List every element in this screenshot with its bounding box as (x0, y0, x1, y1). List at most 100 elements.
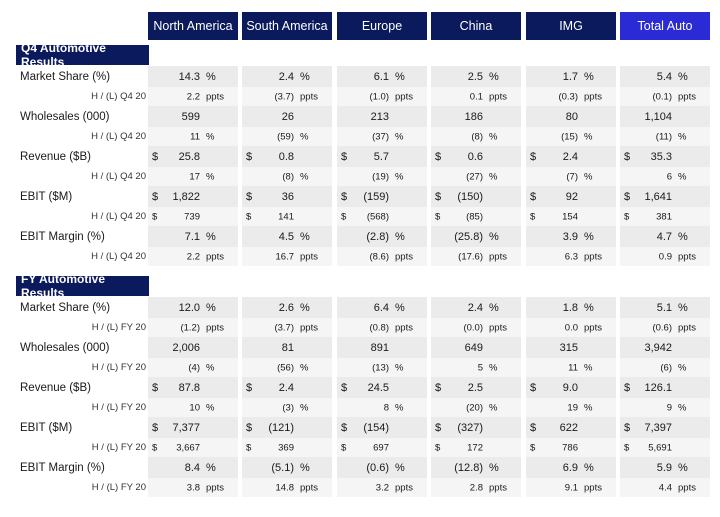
metric-label: Market Share (%) (20, 70, 111, 83)
table-cell: 3.2 ppts (337, 478, 427, 497)
table-cell: 2.2 ppts (148, 247, 238, 266)
cell-unit: % (584, 171, 593, 182)
table-cell: $7,377 (148, 417, 238, 438)
cell-unit: % (678, 402, 687, 413)
table-cell: 7.1% (148, 226, 238, 247)
cell-value: (13) (372, 362, 389, 373)
cell-value: 126.1 (644, 381, 672, 394)
cell-value: (11) (655, 131, 672, 142)
cell-unit: % (395, 131, 404, 142)
table-cell: $24.5 (337, 377, 427, 398)
table-cell: $369 (242, 438, 332, 457)
table-cell: 3.9% (526, 226, 616, 247)
cell-value: 0.0 (564, 322, 578, 333)
metric-row: Revenue ($B) $87.8 $2.4 $24.5 $2.5 $9.0 $126.1 (16, 377, 710, 398)
table-cell: $172 (431, 438, 521, 457)
cell-value: (27) (466, 171, 483, 182)
currency-symbol: $ (624, 381, 631, 394)
metric-row: Market Share (%) 12.0% 2.6% 6.4% 2.4% 1.8% 5.1… (16, 297, 710, 318)
table-cell: (8.6) ppts (337, 247, 427, 266)
cell-unit: % (489, 171, 498, 182)
section-title: Q4 Automotive Results (16, 41, 149, 69)
metric-row: EBIT Margin (%) 7.1% 4.5% (2.8)% (25.8)% 3.9%… (16, 226, 710, 247)
currency-symbol: $ (341, 190, 348, 203)
table-cell: $36 (242, 186, 332, 207)
currency-symbol: $ (152, 211, 158, 222)
variance-label: H / (L) Q4 20 (91, 251, 146, 262)
cell-value: (1.2) (180, 322, 200, 333)
currency-symbol: $ (435, 211, 441, 222)
metric-label: Market Share (%) (20, 301, 111, 314)
table-cell: (4)% (148, 358, 238, 377)
currency-symbol: $ (152, 421, 159, 434)
table-cell: (17.6) ppts (431, 247, 521, 266)
cell-value: (0.8) (369, 322, 389, 333)
cell-value: (121) (268, 421, 294, 434)
cell-value: (20) (466, 402, 483, 413)
cell-value: (8) (471, 131, 483, 142)
cell-value: 2.6 (278, 301, 294, 314)
column-header-img: IMG (526, 12, 616, 40)
cell-value: 12.0 (178, 301, 200, 314)
cell-unit: % (584, 461, 594, 474)
currency-symbol: $ (435, 442, 441, 453)
table-cell: 891 (337, 337, 427, 358)
table-cell: 0.9 ppts (620, 247, 710, 266)
table-cell: 213 (337, 106, 427, 127)
variance-row: H / (L) FY 20 $3,667 $369 $697 $172 $786 $5,69… (16, 438, 710, 457)
variance-row: H / (L) Q4 20 2.2 ppts (3.7) ppts (1.0) ppts 0.… (16, 87, 710, 106)
cell-unit: % (489, 230, 499, 243)
table-cell: 4.7% (620, 226, 710, 247)
cell-value: (8.6) (369, 251, 389, 262)
cell-unit: ppts (300, 251, 318, 262)
table-cell: (2.8)% (337, 226, 427, 247)
table-cell: 1.7% (526, 66, 616, 87)
cell-value: 87.8 (178, 381, 200, 394)
currency-symbol: $ (530, 381, 537, 394)
table-cell: (5.1)% (242, 457, 332, 478)
column-header-europe: Europe (337, 12, 427, 40)
currency-symbol: $ (341, 381, 348, 394)
table-cell: $ (154) (337, 417, 427, 438)
metric-label: EBIT Margin (%) (20, 230, 105, 243)
cell-value: 6.3 (564, 251, 578, 262)
table-cell: $786 (526, 438, 616, 457)
table-cell: (56)% (242, 358, 332, 377)
currency-symbol: $ (246, 381, 253, 394)
table-cell: 12.0% (148, 297, 238, 318)
cell-unit: % (489, 402, 498, 413)
cell-value: (15) (561, 131, 578, 142)
variance-row: H / (L) FY 20 (4)% (56)% (13)% 5% 11% (6)% (16, 358, 710, 377)
cell-unit: % (584, 131, 593, 142)
cell-value: 739 (184, 211, 200, 222)
table-cell: (0.0) ppts (431, 318, 521, 337)
cell-value: 2.4 (278, 381, 294, 394)
variance-label: H / (L) FY 20 (91, 482, 146, 493)
currency-symbol: $ (624, 190, 631, 203)
table-cell: (15)% (526, 127, 616, 146)
variance-row: H / (L) FY 20 3.8 ppts 14.8 ppts 3.2 ppts 2.8 pp… (16, 478, 710, 497)
variance-label: H / (L) Q4 20 (91, 211, 146, 222)
cell-value: 3,667 (176, 442, 200, 453)
cell-value: 9.0 (562, 381, 578, 394)
table-cell: 19% (526, 398, 616, 417)
cell-value: 19 (567, 402, 578, 413)
cell-unit: % (206, 402, 215, 413)
table-cell: $ (85) (431, 207, 521, 226)
table-cell: $25.8 (148, 146, 238, 167)
cell-value: 24.5 (367, 381, 389, 394)
cell-unit: % (206, 70, 216, 83)
table-cell: 5% (431, 358, 521, 377)
table-cell: $ (327) (431, 417, 521, 438)
table-cell: $126.1 (620, 377, 710, 398)
table-cell: $141 (242, 207, 332, 226)
metric-label: EBIT ($M) (20, 190, 73, 203)
cell-value: (17.6) (458, 251, 483, 262)
table-cell: (20)% (431, 398, 521, 417)
cell-value: (1.0) (369, 91, 389, 102)
cell-value: 154 (562, 211, 578, 222)
table-cell: 6.9% (526, 457, 616, 478)
cell-value: (568) (366, 211, 389, 222)
currency-symbol: $ (435, 381, 442, 394)
table-cell: 1,104 (620, 106, 710, 127)
